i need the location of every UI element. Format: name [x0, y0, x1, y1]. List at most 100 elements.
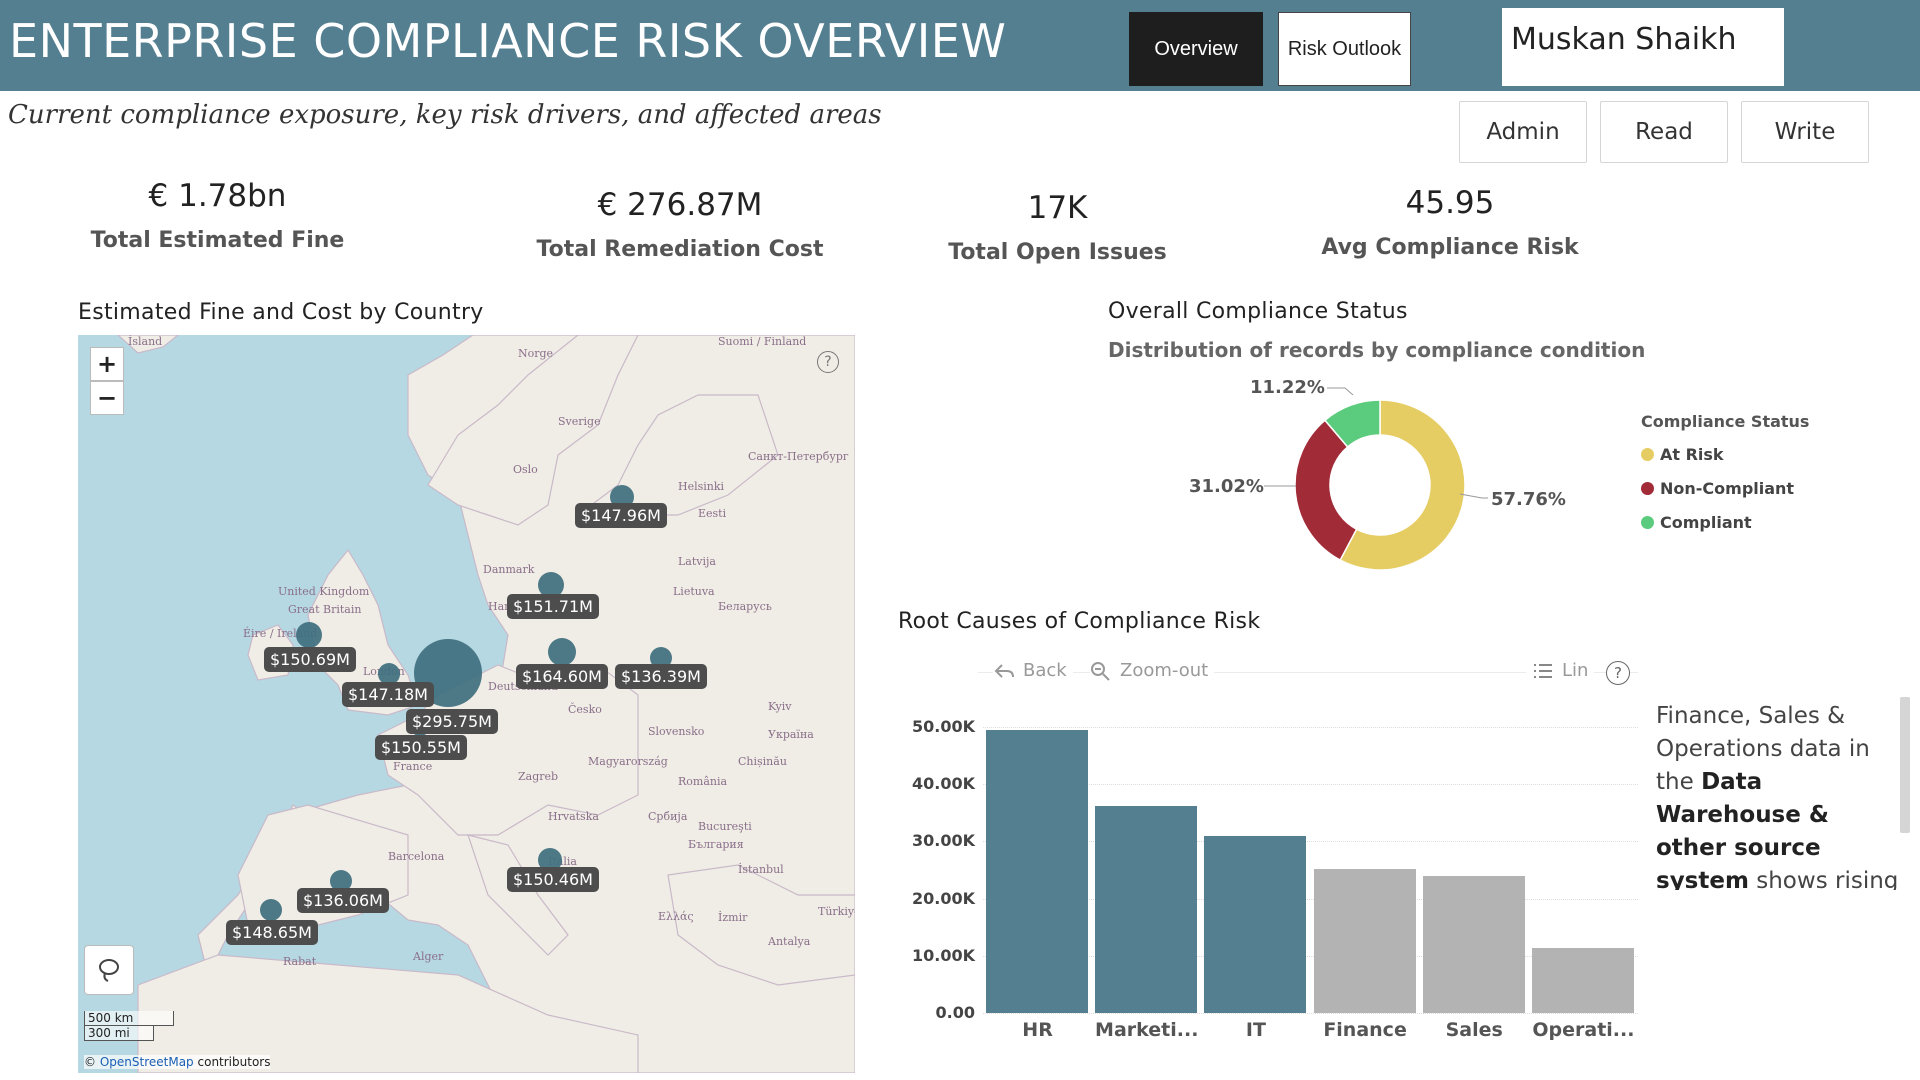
- legend-item[interactable]: Non-Compliant: [1641, 479, 1809, 498]
- kpi-value: 17K: [1027, 190, 1088, 226]
- map-place-name: Helsinki: [678, 480, 725, 493]
- map-place-name: Ελλάς: [658, 910, 694, 923]
- overview-button[interactable]: Overview: [1129, 12, 1263, 86]
- map-place-name: Eesti: [698, 507, 727, 520]
- kpi-value: € 276.87M: [597, 187, 763, 223]
- map-place-name: United Kingdom: [278, 585, 370, 598]
- lasso-select-button[interactable]: [84, 945, 134, 995]
- kpi-label: Total Open Issues: [948, 240, 1167, 265]
- zoom-out-icon: [1091, 661, 1110, 681]
- read-button[interactable]: Read: [1600, 101, 1728, 163]
- donut-label-noncompliant: 31.02%: [1189, 476, 1264, 497]
- donut-slice-non-compliant[interactable]: [1294, 419, 1358, 562]
- map-place-name: Bucureşti: [698, 820, 752, 833]
- back-label: Back: [1023, 660, 1067, 681]
- map-place-name: România: [678, 775, 728, 788]
- y-tick-label: 50.00K: [911, 717, 975, 736]
- page-title: ENTERPRISE COMPLIANCE RISK OVERVIEW: [9, 14, 1007, 68]
- x-axis-label: HR: [1022, 1019, 1053, 1041]
- country-bubble[interactable]: [548, 638, 576, 666]
- donut-legend: Compliance Status At Risk Non-Compliant Co…: [1641, 412, 1809, 547]
- map-attribution: © OpenStreetMap contributors: [84, 1055, 271, 1069]
- bar-help-icon[interactable]: ?: [1606, 661, 1630, 685]
- donut-slice-at-risk[interactable]: [1339, 399, 1466, 571]
- x-axis-label: IT: [1245, 1019, 1266, 1041]
- osm-link[interactable]: OpenStreetMap: [99, 1055, 194, 1069]
- country-bubble[interactable]: [330, 870, 352, 892]
- map-scale: 500 km 300 mi: [84, 1011, 174, 1047]
- user-name-box: Muskan Shaikh: [1502, 8, 1784, 86]
- bubble-value-label: $150.46M: [507, 867, 599, 892]
- map-place-name: Беларусь: [718, 600, 772, 613]
- y-tick-label: 20.00K: [911, 888, 975, 908]
- legend-item[interactable]: At Risk: [1641, 445, 1809, 464]
- donut-slice-compliant[interactable]: [1323, 399, 1381, 448]
- bar-hr[interactable]: [986, 729, 1089, 1013]
- map-place-name: Česko: [568, 703, 602, 716]
- map-place-name: Great Britain: [288, 603, 362, 616]
- map-help-icon[interactable]: ?: [817, 351, 839, 373]
- write-button[interactable]: Write: [1741, 101, 1869, 163]
- legend-label: Compliant: [1660, 513, 1752, 532]
- lasso-icon: [99, 959, 119, 982]
- map-place-name: Slovensko: [648, 725, 705, 738]
- zoom-in-button[interactable]: +: [90, 347, 124, 381]
- country-bubble[interactable]: [378, 663, 400, 685]
- map-place-name: Санкт-Петербург: [748, 450, 849, 463]
- bubble-value-label: $151.71M: [507, 594, 599, 619]
- map-place-name: Latvija: [678, 555, 716, 568]
- back-button[interactable]: Back: [993, 660, 1073, 681]
- bubble-value-label: $150.55M: [375, 735, 467, 760]
- map-place-name: France: [393, 760, 433, 773]
- kpi-card-fine: € 1.78bn Total Estimated Fine: [40, 178, 395, 253]
- y-tick-label: 10.00K: [911, 945, 975, 965]
- kpi-label: Total Remediation Cost: [536, 237, 824, 262]
- bar-sales[interactable]: [1422, 876, 1525, 1013]
- narrative-note: Finance, Sales & Operations data in the …: [1656, 700, 1906, 890]
- legend-dot-icon: [1641, 448, 1654, 461]
- note-scrollbar[interactable]: [1900, 697, 1910, 833]
- admin-button[interactable]: Admin: [1459, 101, 1587, 163]
- country-bubble[interactable]: [650, 647, 672, 669]
- scale-mi: 300 mi: [84, 1026, 154, 1041]
- donut-leader-lines: [1264, 387, 1488, 499]
- donut-title: Overall Compliance Status: [1108, 299, 1408, 324]
- country-bubble-map[interactable]: Ísland Norge Suomi / Finland Sverige Oslo Сан…: [78, 335, 855, 1073]
- bar-finance[interactable]: [1313, 868, 1416, 1013]
- bar-operati[interactable]: [1531, 948, 1634, 1013]
- map-place-name: Alger: [413, 950, 444, 963]
- legend-dot-icon: [1641, 482, 1654, 495]
- note-text-2: shows rising compliance risk and: [1756, 868, 1899, 890]
- bar-chart-title: Root Causes of Compliance Risk: [898, 609, 1261, 634]
- zoom-out-button[interactable]: Zoom-out: [1090, 660, 1215, 681]
- list-view-button[interactable]: Lin: [1526, 660, 1595, 681]
- country-bubble[interactable]: [296, 622, 322, 648]
- map-place-name: Sverige: [558, 415, 601, 428]
- country-bubble[interactable]: [260, 899, 282, 921]
- zoom-out-button[interactable]: −: [90, 381, 124, 415]
- kpi-card-risk: 45.95 Avg Compliance Risk: [1290, 185, 1610, 260]
- map-place-name: İstanbul: [738, 863, 784, 876]
- map-place-name: България: [688, 838, 744, 851]
- map-place-name: Suomi / Finland: [718, 335, 807, 348]
- bar-it[interactable]: [1204, 836, 1307, 1013]
- bubble-value-label: $148.65M: [226, 920, 318, 945]
- kpi-value: € 1.78bn: [148, 178, 287, 214]
- x-axis-label: Marketi...: [1095, 1019, 1199, 1041]
- kpi-card-remediation: € 276.87M Total Remediation Cost: [500, 187, 860, 262]
- map-place-name: Oslo: [513, 463, 538, 476]
- legend-item[interactable]: Compliant: [1641, 513, 1809, 532]
- donut-label-compliant: 11.22%: [1250, 377, 1325, 398]
- risk-outlook-button[interactable]: Risk Outlook: [1278, 12, 1411, 86]
- bar-marketi[interactable]: [1095, 805, 1198, 1013]
- bubble-value-label: $136.39M: [615, 664, 707, 689]
- kpi-label: Total Estimated Fine: [90, 228, 345, 253]
- y-tick-label: 0.00: [935, 1003, 975, 1022]
- x-axis-label: Finance: [1323, 1019, 1407, 1041]
- map-place-name: Chișinău: [738, 755, 787, 768]
- country-bubble[interactable]: [538, 572, 564, 598]
- map-place-name: Barcelona: [388, 850, 445, 863]
- kpi-card-issues: 17K Total Open Issues: [900, 190, 1215, 265]
- compliance-donut-chart[interactable]: [1280, 385, 1480, 585]
- root-cause-bar-chart[interactable]: 0.00 10.00K 20.00K 30.00K 40.00K 50.00K HR Mark…: [895, 715, 1645, 1065]
